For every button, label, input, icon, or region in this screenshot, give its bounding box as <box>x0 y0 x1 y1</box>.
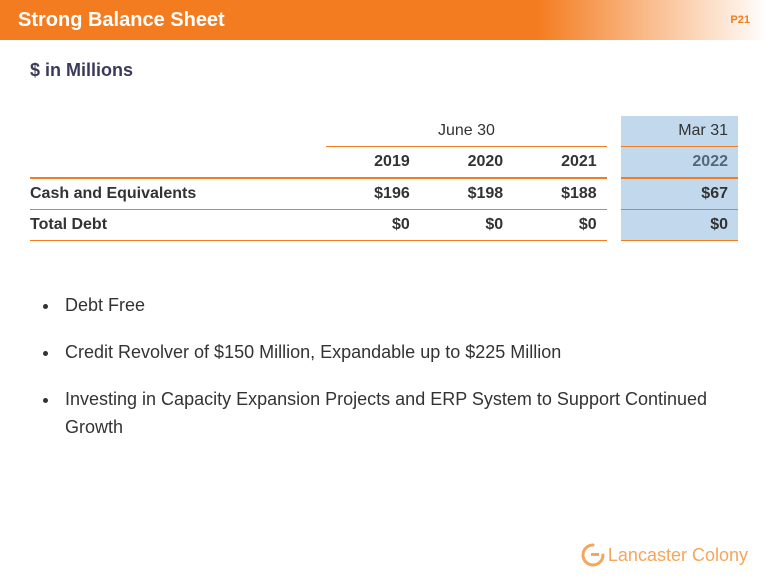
page-number: P21 <box>730 14 750 26</box>
year-col: 2019 <box>326 147 419 179</box>
year-col: 2020 <box>420 147 513 179</box>
row-label: Cash and Equivalents <box>30 178 326 210</box>
subtitle: $ in Millions <box>30 60 738 81</box>
cell: $198 <box>420 178 513 210</box>
period-mar31: Mar 31 <box>621 116 738 147</box>
year-col: 2021 <box>513 147 606 179</box>
cell-highlight: $67 <box>621 178 738 210</box>
period-june30: June 30 <box>326 116 606 147</box>
cell: $0 <box>420 210 513 241</box>
cell: $188 <box>513 178 606 210</box>
content-area: $ in Millions June 30 Mar 31 2019 2020 2… <box>0 40 768 442</box>
cell: $0 <box>513 210 606 241</box>
year-col-highlight: 2022 <box>621 147 738 179</box>
list-item: Credit Revolver of $150 Million, Expanda… <box>60 338 738 367</box>
cell-highlight: $0 <box>621 210 738 241</box>
table-row: Cash and Equivalents $196 $198 $188 $67 <box>30 178 738 210</box>
header-bar: Strong Balance Sheet P21 <box>0 0 768 40</box>
logo-icon <box>580 542 606 568</box>
company-logo: Lancaster Colony <box>580 542 748 568</box>
row-label: Total Debt <box>30 210 326 241</box>
balance-table: June 30 Mar 31 2019 2020 2021 2022 Cash … <box>30 116 738 241</box>
table-period-row: June 30 Mar 31 <box>30 116 738 147</box>
logo-text: Lancaster Colony <box>608 545 748 566</box>
bullet-list: Debt Free Credit Revolver of $150 Millio… <box>60 291 738 442</box>
table-year-row: 2019 2020 2021 2022 <box>30 147 738 179</box>
cell: $196 <box>326 178 419 210</box>
page-title: Strong Balance Sheet <box>18 9 225 32</box>
cell: $0 <box>326 210 419 241</box>
list-item: Investing in Capacity Expansion Projects… <box>60 385 738 443</box>
table-row: Total Debt $0 $0 $0 $0 <box>30 210 738 241</box>
list-item: Debt Free <box>60 291 738 320</box>
